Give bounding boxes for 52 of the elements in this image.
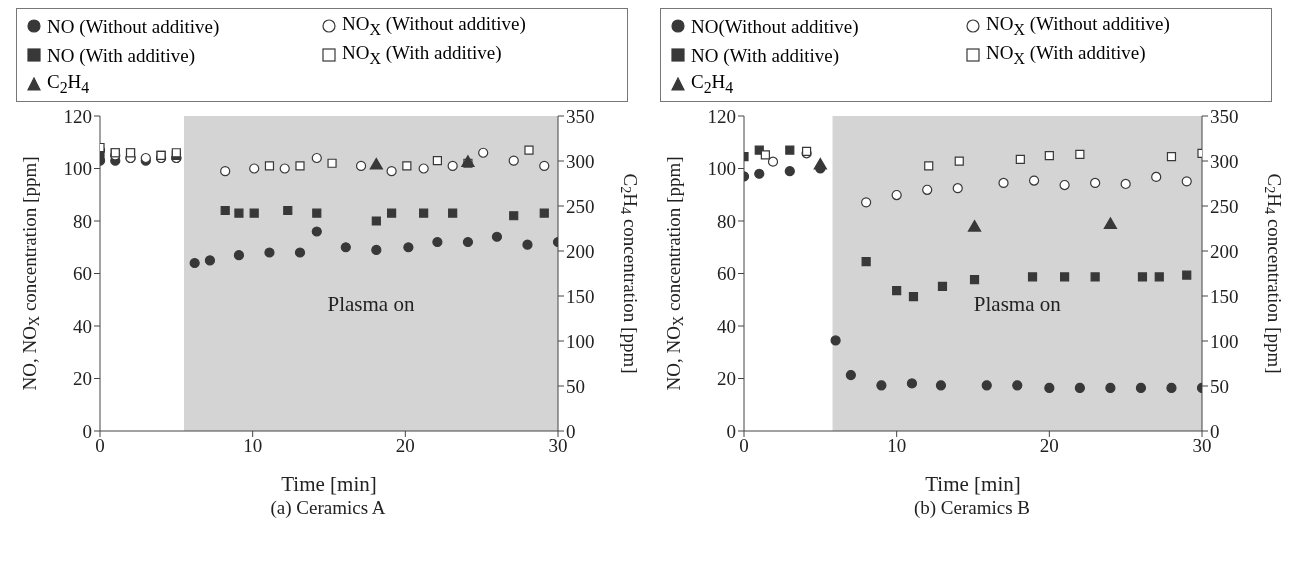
- y2-tick-label: 0: [566, 421, 576, 443]
- y2-tick-label: 0: [1210, 421, 1220, 443]
- x-axis-title: Time [min]: [281, 472, 377, 497]
- x-tick-label: 30: [548, 435, 568, 457]
- y2-tick-label: 100: [566, 331, 595, 353]
- y2-tick-label: 250: [1210, 196, 1239, 218]
- y-tick-label: 20: [717, 368, 736, 390]
- legend-label: C$_{2}$H$_{4}$: [47, 69, 90, 98]
- text: (a) Ceramics A: [269, 497, 387, 520]
- y-tick-label: 40: [73, 316, 92, 338]
- y-tick-label: 60: [73, 263, 92, 285]
- legend-label: NO(Without additive): [691, 14, 859, 38]
- y-tick-label: 80: [73, 211, 92, 233]
- y2-tick-label: 250: [566, 196, 595, 218]
- x-tick-label: 10: [887, 435, 907, 457]
- legend-label: NO$_{X}$ (Without additive): [342, 12, 526, 40]
- legend-label: NO (With additive): [47, 43, 196, 67]
- text: (b) Ceramics B: [912, 497, 1032, 520]
- y2-tick-label: 300: [1210, 151, 1239, 173]
- y-tick-label: 100: [63, 158, 92, 180]
- y2-tick-label: 300: [566, 151, 595, 173]
- y2-tick-label: 350: [566, 106, 595, 128]
- y-tick-label: 80: [717, 211, 736, 233]
- band-label: Plasma on: [973, 292, 1062, 317]
- legend-label: NO$_{X}$ (Without additive): [986, 12, 1170, 40]
- x-tick-label: 20: [395, 435, 415, 457]
- y-tick-label: 120: [63, 106, 92, 128]
- y-tick-label: 20: [73, 368, 92, 390]
- legend-label: NO$_{X}$ (With additive): [342, 40, 502, 69]
- y2-tick-label: 200: [1210, 241, 1239, 263]
- y-tick-label: 0: [82, 421, 92, 443]
- y-tick-label: 0: [726, 421, 736, 443]
- y2-tick-label: 50: [566, 376, 585, 398]
- y-tick-label: 40: [717, 316, 736, 338]
- y2-tick-label: 350: [1210, 106, 1239, 128]
- x-tick-label: 30: [1192, 435, 1212, 457]
- legend-label: NO$_{X}$ (With additive): [986, 40, 1146, 69]
- y2-tick-label: 50: [1210, 376, 1229, 398]
- y-tick-label: 100: [707, 158, 736, 180]
- y2-tick-label: 150: [1210, 286, 1239, 308]
- x-tick-label: 10: [243, 435, 263, 457]
- legend-label: NO (With additive): [691, 43, 840, 67]
- y-tick-label: 60: [717, 263, 736, 285]
- legend-label: NO (Without additive): [47, 14, 220, 38]
- band-label: Plasma on: [327, 292, 415, 317]
- x-tick-label: 20: [1039, 435, 1059, 457]
- y-tick-label: 120: [707, 106, 736, 128]
- y2-tick-label: 100: [1210, 331, 1239, 353]
- x-axis-title: Time [min]: [925, 472, 1021, 497]
- legend-label: C$_{2}$H$_{4}$: [691, 69, 734, 98]
- y2-tick-label: 150: [566, 286, 595, 308]
- y2-tick-label: 200: [566, 241, 595, 263]
